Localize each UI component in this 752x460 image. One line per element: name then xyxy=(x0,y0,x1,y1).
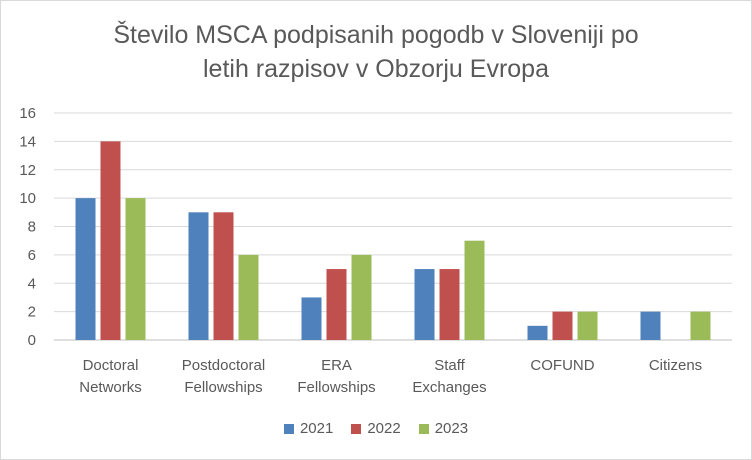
legend: 2021 2022 2023 xyxy=(0,420,752,437)
bar-2023 xyxy=(577,311,598,340)
y-tick-label: 14 xyxy=(19,133,36,150)
bar-2022 xyxy=(213,212,234,340)
bar-2022 xyxy=(326,269,347,340)
y-tick-label: 12 xyxy=(19,162,36,179)
legend-label: 2023 xyxy=(434,420,469,437)
bar-2021 xyxy=(188,212,209,340)
y-tick-label: 2 xyxy=(28,304,36,321)
x-tick-label: COFUND xyxy=(530,357,594,374)
bar-2021 xyxy=(301,297,322,340)
bar-2023 xyxy=(690,311,711,340)
x-tick-label: Postdoctoral Fellowships xyxy=(182,357,265,396)
x-tick-label: Citizens xyxy=(649,357,702,374)
y-tick-label: 0 xyxy=(28,332,36,349)
y-tick-label: 6 xyxy=(28,247,36,264)
gridlines xyxy=(54,112,732,341)
y-tick-label: 10 xyxy=(19,190,36,207)
legend-item: 2022 xyxy=(351,420,401,437)
bar-2023 xyxy=(351,254,372,340)
x-axis: Doctoral Networks Postdoctoral Fellowships E… xyxy=(79,357,702,396)
bar-2022 xyxy=(552,311,573,340)
chart-title-line-2: letih razpisov v Obzorju Evropa xyxy=(203,55,549,83)
legend-swatch xyxy=(283,423,294,434)
bar-2021 xyxy=(75,198,96,340)
x-tick-label: ERA Fellowships xyxy=(297,357,375,396)
legend-swatch xyxy=(418,423,429,434)
bar-2022 xyxy=(100,141,121,340)
legend-swatch xyxy=(351,423,362,434)
bar-2021 xyxy=(527,325,548,340)
bar-2021 xyxy=(414,269,435,340)
chart-title: Število MSCA podpisanih pogodb v Sloveni… xyxy=(0,18,752,86)
legend-label: 2021 xyxy=(299,420,334,437)
bar-2021 xyxy=(640,311,661,340)
bars xyxy=(75,141,711,340)
legend-label: 2022 xyxy=(367,420,401,437)
x-tick-label: Doctoral Networks xyxy=(79,357,142,396)
y-tick-label: 4 xyxy=(28,275,36,292)
legend-item: 2023 xyxy=(418,420,469,437)
bar-2023 xyxy=(125,198,146,340)
x-tick-label: Staff Exchanges xyxy=(412,357,486,396)
chart-title-line-1: Število MSCA podpisanih pogodb v Sloveni… xyxy=(113,21,639,49)
y-tick-label: 16 xyxy=(19,105,36,122)
bar-2023 xyxy=(464,240,485,340)
bar-2022 xyxy=(439,269,460,340)
bar-2023 xyxy=(238,254,259,340)
legend-item: 2021 xyxy=(283,420,334,437)
y-tick-label: 8 xyxy=(28,219,36,236)
y-axis: 0 2 4 6 8 10 12 14 16 xyxy=(19,105,36,349)
